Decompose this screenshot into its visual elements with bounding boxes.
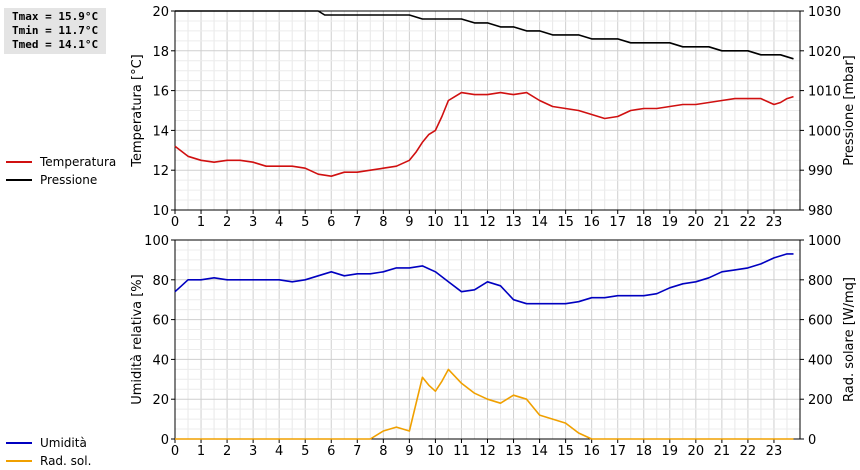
x-tick-label: 0 [171,444,179,459]
x-tick-label: 17 [609,215,626,230]
x-tick-label: 18 [635,215,652,230]
x-tick-label: 11 [453,444,470,459]
y-right-tick-label: 1000 [808,124,841,139]
x-tick-label: 2 [223,215,231,230]
x-tick-label: 15 [557,215,574,230]
x-tick-label: 19 [662,444,679,459]
y-right-tick-label: 200 [808,393,833,408]
legend-label-temperatura: Temperatura [40,155,117,169]
x-tick-label: 12 [479,444,496,459]
y-left-tick-label: 12 [152,164,169,179]
x-tick-label: 23 [766,444,783,459]
x-tick-label: 10 [427,215,444,230]
x-tick-label: 9 [405,444,413,459]
y-right-tick-label: 800 [808,274,833,289]
x-tick-label: 0 [171,215,179,230]
y-right-tick-label: 990 [808,164,833,179]
x-tick-label: 23 [766,215,783,230]
x-tick-label: 16 [583,215,600,230]
x-tick-label: 18 [635,444,652,459]
legend-swatch-umidita [6,442,32,444]
x-tick-label: 7 [353,215,361,230]
weather-charts: 0 1 2 3 4 5 6 7 8 9 10 11 12 13 14 15 16 17 18 19 20 21 22 2310… [130,5,857,459]
legend-swatch-temperatura [6,161,32,163]
x-tick-label: 5 [301,215,309,230]
x-tick-label: 6 [327,444,335,459]
x-tick-label: 22 [740,444,757,459]
legend-item-rad-sol: Rad. sol. [6,452,91,470]
y-right-axis-title: Pressione [mbar] [842,55,857,166]
y-left-tick-label: 16 [152,85,169,100]
x-tick-label: 10 [427,444,444,459]
y-left-tick-label: 0 [161,433,169,448]
x-tick-label: 22 [740,215,757,230]
x-tick-label: 7 [353,444,361,459]
y-right-tick-label: 1020 [808,45,841,60]
y-left-tick-label: 20 [152,5,169,20]
x-tick-label: 1 [197,444,205,459]
x-tick-label: 15 [557,444,574,459]
y-left-tick-label: 20 [152,393,169,408]
x-tick-label: 5 [301,444,309,459]
y-left-tick-label: 14 [152,124,169,139]
x-tick-label: 20 [688,444,705,459]
x-tick-label: 11 [453,215,470,230]
y-left-axis-title: Umidità relativa [%] [130,274,145,404]
legend-label-umidita: Umidità [40,436,87,450]
x-tick-label: 16 [583,444,600,459]
y-right-tick-label: 1030 [808,5,841,20]
x-tick-label: 21 [714,215,731,230]
x-tick-label: 4 [275,215,283,230]
y-left-tick-label: 80 [152,274,169,289]
x-tick-label: 13 [505,444,522,459]
x-tick-label: 8 [379,215,387,230]
y-left-axis-title: Temperatura [°C] [130,54,145,167]
legend-swatch-pressione [6,179,32,181]
x-tick-label: 6 [327,215,335,230]
stats-box: Tmax = 15.9°C Tmin = 11.7°C Tmed = 14.1°… [4,8,106,54]
x-tick-label: 14 [531,215,548,230]
series-line-temperatura [174,91,794,177]
x-tick-label: 3 [249,444,257,459]
y-left-tick-label: 40 [152,353,169,368]
legend-item-temperatura: Temperatura [6,153,116,171]
x-tick-label: 21 [714,444,731,459]
x-tick-label: 13 [505,215,522,230]
legend-top: Temperatura Pressione [6,153,116,189]
y-right-tick-label: 400 [808,353,833,368]
y-right-tick-label: 0 [808,433,816,448]
legend-label-rad-sol: Rad. sol. [40,454,92,468]
x-tick-label: 3 [249,215,257,230]
x-tick-label: 1 [197,215,205,230]
y-left-tick-label: 10 [152,204,169,219]
x-tick-label: 14 [531,444,548,459]
x-tick-label: 17 [609,444,626,459]
x-tick-label: 2 [223,444,231,459]
legend-bottom: Umidità Rad. sol. [6,434,91,470]
y-right-axis-title: Rad. solare [W/mq] [842,277,857,402]
stat-tmin: Tmin = 11.7°C [12,24,99,37]
y-right-tick-label: 1010 [808,85,841,100]
y-right-tick-label: 1000 [808,234,841,249]
y-left-tick-label: 60 [152,314,169,329]
stat-tmax: Tmax = 15.9°C [12,10,99,23]
legend-item-pressione: Pressione [6,171,116,189]
x-tick-label: 19 [662,215,679,230]
legend-label-pressione: Pressione [40,173,98,187]
y-left-tick-label: 100 [144,234,169,249]
x-tick-label: 12 [479,215,496,230]
x-tick-label: 20 [688,215,705,230]
y-right-tick-label: 980 [808,204,833,219]
series-line-umidit [174,253,794,305]
x-tick-label: 4 [275,444,283,459]
x-tick-label: 8 [379,444,387,459]
series-line-rad-sol [175,368,794,440]
legend-item-umidita: Umidità [6,434,91,452]
x-tick-label: 9 [405,215,413,230]
stat-tmed: Tmed = 14.1°C [12,38,99,51]
series-line-pressione [175,10,794,60]
legend-swatch-rad-sol [6,460,32,462]
y-right-tick-label: 600 [808,314,833,329]
y-left-tick-label: 18 [152,45,169,60]
